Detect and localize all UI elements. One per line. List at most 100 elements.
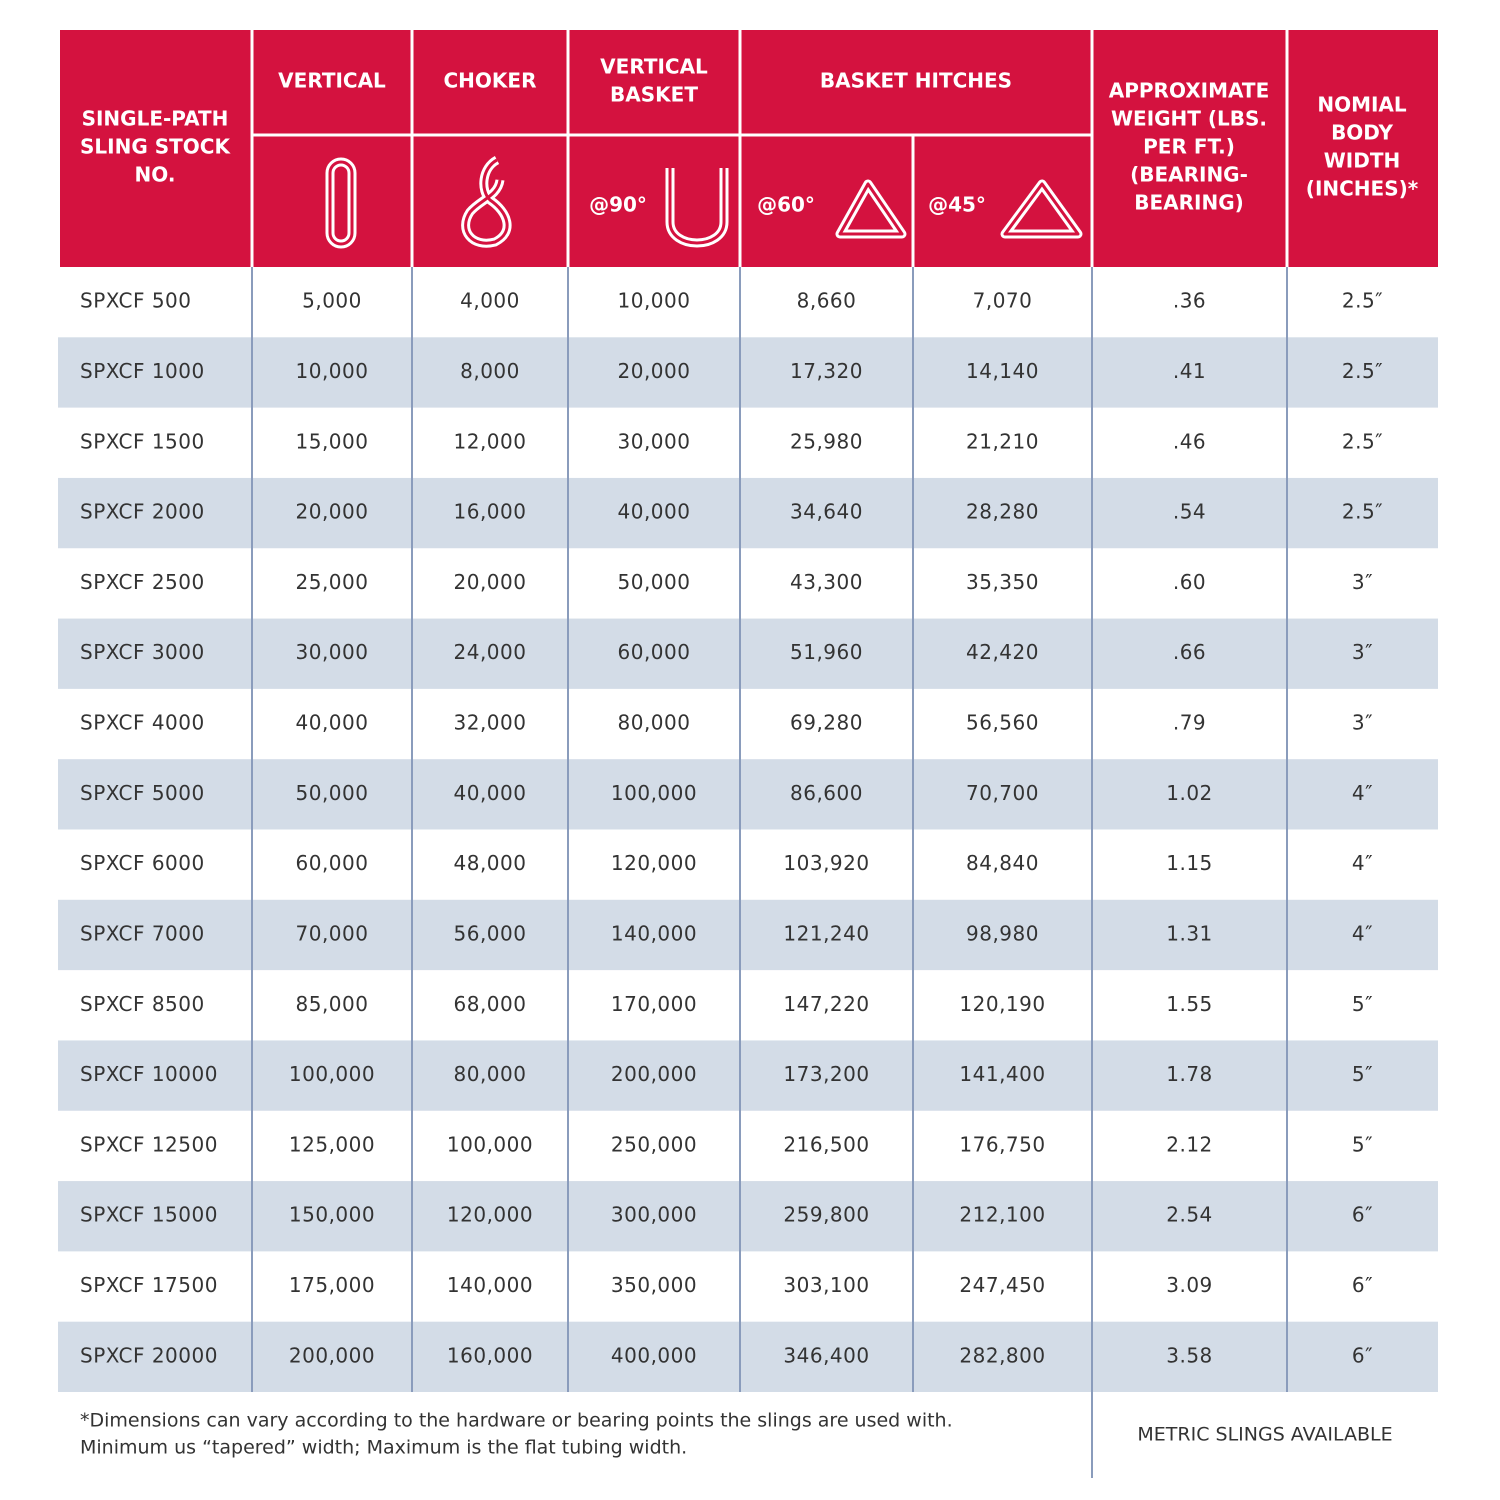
cell: 14,140 — [966, 359, 1039, 383]
cell: SPXCF 500 — [80, 289, 192, 313]
cell: 6″ — [1352, 1203, 1373, 1227]
cell: 68,000 — [454, 992, 527, 1016]
cell: 40,000 — [296, 711, 369, 735]
cell: .46 — [1173, 429, 1206, 453]
row-shade — [58, 337, 1438, 408]
cell: 15,000 — [296, 429, 369, 453]
cell: 20,000 — [454, 570, 527, 594]
cell: .79 — [1173, 711, 1206, 735]
cell: 300,000 — [611, 1203, 697, 1227]
cell: 140,000 — [611, 921, 697, 945]
cell: 2.5″ — [1342, 289, 1383, 313]
cell: .54 — [1173, 500, 1206, 524]
cell: 3.09 — [1166, 1273, 1213, 1297]
cell: 70,000 — [296, 921, 369, 945]
cell: 2.5″ — [1342, 359, 1383, 383]
cell: 4″ — [1352, 851, 1373, 875]
column-dividers — [251, 267, 1288, 1392]
cell: 3.58 — [1166, 1343, 1213, 1367]
cell: .66 — [1173, 640, 1206, 664]
cell: SPXCF 8500 — [80, 992, 205, 1016]
header-background — [60, 30, 1438, 267]
cell: 175,000 — [289, 1273, 375, 1297]
cell: 80,000 — [454, 1062, 527, 1086]
cell: 40,000 — [618, 500, 691, 524]
cell: 20,000 — [296, 500, 369, 524]
cell: 2.5″ — [1342, 429, 1383, 453]
cell: 25,000 — [296, 570, 369, 594]
cell: 103,920 — [783, 851, 869, 875]
cell: 150,000 — [289, 1203, 375, 1227]
cell: 3″ — [1352, 570, 1373, 594]
row-shade — [58, 899, 1438, 971]
header-label: (INCHES)* — [1306, 177, 1419, 201]
cell: SPXCF 7000 — [80, 921, 205, 945]
cell: .60 — [1173, 570, 1206, 594]
header-label: WIDTH — [1324, 149, 1400, 173]
cell: 25,980 — [790, 429, 863, 453]
cell: 200,000 — [289, 1343, 375, 1367]
cell: 125,000 — [289, 1132, 375, 1156]
cell: SPXCF 1000 — [80, 359, 205, 383]
cell: 16,000 — [454, 500, 527, 524]
cell: 30,000 — [618, 429, 691, 453]
cell: SPXCF 1500 — [80, 429, 205, 453]
metric-note: METRIC SLINGS AVAILABLE — [1137, 1424, 1392, 1446]
angle-label: @90° — [589, 193, 647, 217]
cell: 69,280 — [790, 711, 863, 735]
cell: 4,000 — [460, 289, 520, 313]
row-shade — [58, 1181, 1438, 1252]
cell: 98,980 — [966, 921, 1039, 945]
header-label: BEARING) — [1134, 191, 1244, 215]
cell: 3″ — [1352, 711, 1373, 735]
header-label: SLING STOCK — [80, 135, 231, 159]
cell: 141,400 — [959, 1062, 1045, 1086]
cell: 1.55 — [1166, 992, 1213, 1016]
cell: SPXCF 17500 — [80, 1273, 218, 1297]
hitch-icons — [325, 156, 1083, 249]
header-label: WEIGHT (LBS. — [1111, 107, 1267, 131]
cell: 4″ — [1352, 781, 1373, 805]
cell: 28,280 — [966, 500, 1039, 524]
cell: 160,000 — [447, 1343, 533, 1367]
header-label: APPROXIMATE — [1109, 79, 1269, 103]
row-shade — [58, 618, 1438, 689]
cell: 84,840 — [966, 851, 1039, 875]
cell: 43,300 — [790, 570, 863, 594]
cell: 346,400 — [783, 1343, 869, 1367]
rows: SPXCF 500 5,000 4,000 10,000 8,660 7,070 .36 2.… — [58, 289, 1438, 1392]
cell: 1.02 — [1166, 781, 1213, 805]
footnote: *Dimensions can vary according to the ha… — [80, 1410, 953, 1432]
cell: 30,000 — [296, 640, 369, 664]
cell: SPXCF 6000 — [80, 851, 205, 875]
cell: .36 — [1173, 289, 1206, 313]
header-dividers — [250, 30, 1289, 267]
cell: 216,500 — [783, 1132, 869, 1156]
angle-label: @60° — [757, 193, 815, 217]
cell: 32,000 — [454, 711, 527, 735]
cell: SPXCF 5000 — [80, 781, 205, 805]
cell: 200,000 — [611, 1062, 697, 1086]
cell: 86,600 — [790, 781, 863, 805]
cell: 140,000 — [447, 1273, 533, 1297]
cell: SPXCF 4000 — [80, 711, 205, 735]
cell: 282,800 — [959, 1343, 1045, 1367]
cell: 17,320 — [790, 359, 863, 383]
cell: .41 — [1173, 359, 1206, 383]
header-label: BASKET — [610, 83, 698, 107]
cell: 12,000 — [454, 429, 527, 453]
cell: SPXCF 12500 — [80, 1132, 218, 1156]
cell: 4″ — [1352, 921, 1373, 945]
cell: 50,000 — [618, 570, 691, 594]
cell: 100,000 — [289, 1062, 375, 1086]
angle-label: @45° — [928, 193, 986, 217]
header-label: NOMIAL — [1317, 93, 1407, 117]
cell: 60,000 — [618, 640, 691, 664]
cell: 85,000 — [296, 992, 369, 1016]
header-label: VERTICAL — [600, 55, 708, 79]
cell: 259,800 — [783, 1203, 869, 1227]
cell: 70,700 — [966, 781, 1039, 805]
row-shade — [58, 477, 1438, 549]
cell: 56,560 — [966, 711, 1039, 735]
cell: SPXCF 3000 — [80, 640, 205, 664]
